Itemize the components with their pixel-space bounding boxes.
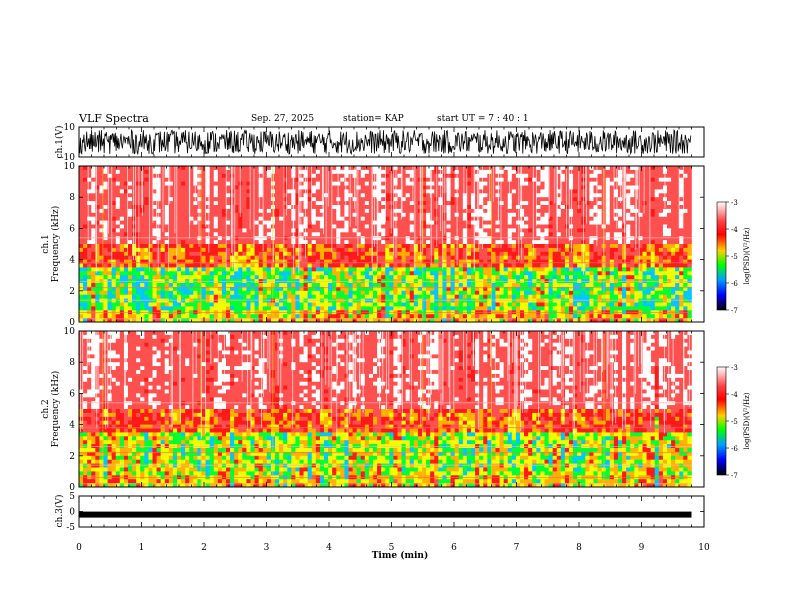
ytick-label-2: 8 <box>69 193 75 203</box>
xtick-label: 2 <box>201 543 207 553</box>
ytick-label-2: 4 <box>69 256 75 266</box>
ytick-label-3: 2 <box>69 452 75 462</box>
ytick-label-3: 10 <box>64 327 76 337</box>
ytick-label-4: 0 <box>69 508 75 518</box>
xtick-label: 9 <box>639 543 645 553</box>
ytick-label-3: 6 <box>69 389 75 399</box>
xtick-label: 10 <box>698 543 710 553</box>
ytitle-2-0: ch.1 <box>41 234 51 253</box>
ytitle-1-0: ch.1(V) <box>54 126 65 159</box>
colorbar-label-1: log(PSD)(V²/Hz) <box>743 227 751 284</box>
ytick-label-1: -10 <box>61 153 76 163</box>
start-time-label: start UT = 7 : 40 : 1 <box>437 114 529 124</box>
ytick-label-1: 10 <box>64 123 76 133</box>
figure-title: VLF Spectra <box>79 112 149 125</box>
xtick-label: 3 <box>264 543 270 553</box>
ytick-label-2: 6 <box>69 224 75 234</box>
colorbar-tick-1: -7 <box>731 307 738 315</box>
xtick-label: 7 <box>514 543 520 553</box>
ytick-label-4: -5 <box>66 523 75 533</box>
colorbar-tick-1: -5 <box>731 253 738 261</box>
xtick-label: 4 <box>326 543 332 553</box>
colorbar-2 <box>716 366 727 476</box>
ytick-label-2: 10 <box>64 162 76 172</box>
colorbar-tick-2: -7 <box>731 472 738 480</box>
colorbar-tick-2: -4 <box>731 391 738 399</box>
ch3-waveform-band <box>79 511 692 518</box>
xtick-label: 1 <box>139 543 145 553</box>
ytitle-4-0: ch.3(V) <box>54 495 65 528</box>
colorbar-tick-2: -3 <box>731 364 738 372</box>
xtick-label: 6 <box>451 543 457 553</box>
ytick-label-3: 0 <box>69 483 75 493</box>
station-label: station= KAP <box>343 114 404 124</box>
ch2-spectrogram <box>79 331 692 488</box>
axes <box>78 126 729 528</box>
ytitle-2-1: Frequency (kHz) <box>50 206 61 283</box>
ch1-spectrogram <box>79 166 692 323</box>
ch1-waveform-line <box>78 128 692 156</box>
colorbar-1 <box>716 201 727 311</box>
ytitle-3-0: ch.2 <box>41 399 51 418</box>
xtick-label: 5 <box>389 543 395 553</box>
waveform-traces <box>78 128 692 518</box>
colorbar-tick-2: -6 <box>731 445 738 453</box>
colorbar-tick-2: -5 <box>731 418 738 426</box>
colorbar-tick-1: -6 <box>731 280 738 288</box>
date-label: Sep. 27, 2025 <box>251 114 315 124</box>
ytick-label-2: 0 <box>69 318 75 328</box>
xtick-label: 0 <box>76 543 82 553</box>
xtick-label: 8 <box>576 543 582 553</box>
colorbar-tick-1: -3 <box>731 199 738 207</box>
ytick-label-3: 8 <box>69 358 75 368</box>
xaxis-title: Time (min) <box>372 550 429 561</box>
colorbar-label-2: log(PSD)(V²/Hz) <box>743 392 751 449</box>
ytitle-3-1: Frequency (kHz) <box>50 371 61 448</box>
colorbar-tick-1: -4 <box>731 226 738 234</box>
ytick-label-3: 4 <box>69 421 75 431</box>
ytick-label-2: 2 <box>69 287 75 297</box>
ytick-label-4: 5 <box>69 492 75 502</box>
